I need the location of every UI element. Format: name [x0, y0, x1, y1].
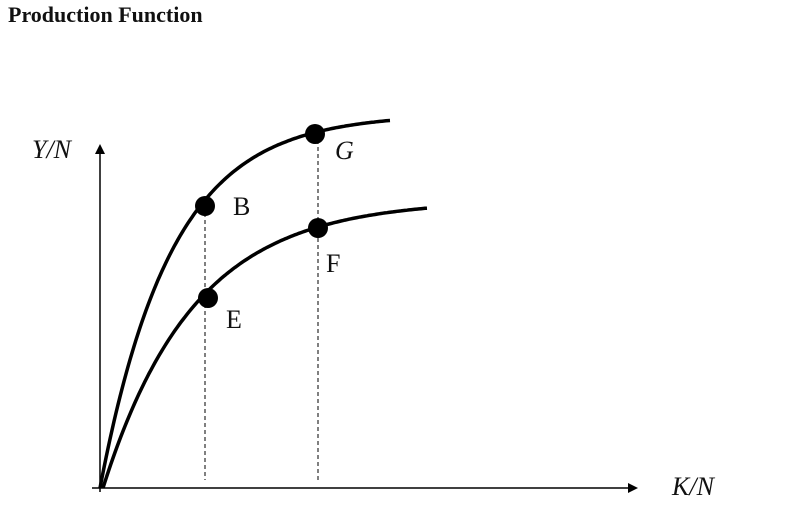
point	[198, 288, 218, 308]
title: Production Function	[8, 2, 203, 27]
point	[195, 196, 215, 216]
x-axis-label: K/N	[671, 472, 716, 501]
point-label: B	[233, 192, 250, 221]
point-label: F	[326, 249, 340, 278]
point	[305, 124, 325, 144]
point-label: G	[335, 136, 354, 165]
point	[308, 218, 328, 238]
curve-lower	[101, 206, 428, 489]
curve-upper	[98, 118, 391, 489]
point-label: E	[226, 305, 242, 334]
y-axis-label: Y/N	[32, 135, 73, 164]
